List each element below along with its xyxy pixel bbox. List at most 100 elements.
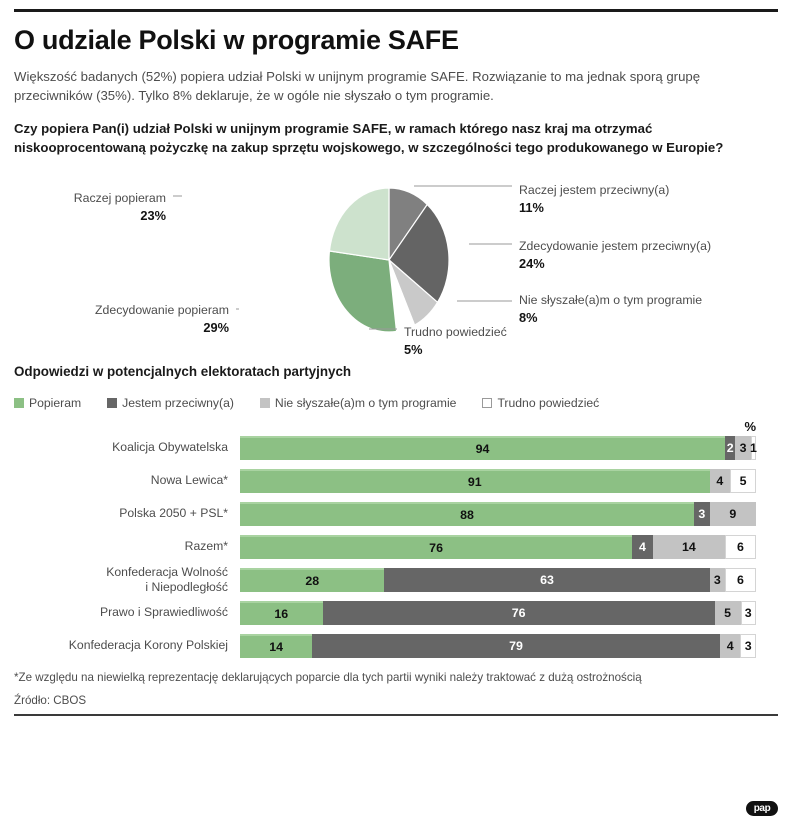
legend-item-przeciwny: Jestem przeciwny(a): [107, 396, 234, 410]
bar-segment-value: 94: [475, 441, 490, 456]
legend-swatch-icon: [259, 397, 270, 408]
bar-segment: 4: [719, 633, 741, 658]
bar-row-label: Konfederacja Korony Polskiej: [68, 638, 228, 653]
bar-segment-value: 5: [739, 473, 747, 488]
percent-symbol: %: [744, 418, 756, 434]
bar-segment-value: 4: [716, 473, 724, 488]
legend-label: Trudno powiedzieć: [497, 395, 600, 410]
pie-slice-label: Raczej jestem przeciwny(a) 11%: [519, 182, 669, 217]
bar-segment-value: 76: [429, 540, 443, 555]
bar-segment-value: 1: [749, 440, 757, 455]
pie-label-value: 23%: [140, 207, 166, 223]
bar-segment-value: 4: [726, 638, 734, 653]
bar-segment: 6: [725, 534, 756, 559]
pie-label-text: Nie słyszałe(a)m o tym programie: [519, 292, 703, 307]
bar-segment-value: 3: [698, 506, 706, 521]
pie-label-value: 29%: [203, 319, 229, 335]
pie-label-value: 8%: [519, 309, 538, 325]
percent-axis-label: %: [14, 419, 778, 434]
bar-segment: 3: [709, 567, 726, 592]
bar-row: Razem* 76 4 14 6: [14, 534, 778, 560]
legend-swatch-icon: [14, 397, 24, 408]
bar-row-label: Nowa Lewica*: [150, 473, 228, 488]
bar-segment-value: 3: [713, 572, 721, 587]
bar-row-label: Prawo i Sprawiedliwość: [99, 605, 228, 620]
footnote: *Ze względu na niewielką reprezentację d…: [14, 670, 642, 684]
bar-segment-value: 9: [729, 506, 737, 521]
pie-slice: [328, 186, 390, 261]
pie-slice: [388, 203, 450, 303]
bar-segment-value: 14: [269, 639, 284, 654]
pie-label-text: Zdecydowanie popieram: [95, 302, 229, 317]
bar-segment: 76: [322, 600, 715, 625]
legend-label: Jestem przeciwny(a): [122, 395, 234, 410]
bar-segment: 88: [240, 501, 695, 526]
bar-segment-value: 6: [737, 572, 744, 587]
bar-row: Polska 2050 + PSL* 88 3 9: [14, 501, 778, 527]
bar-track: 76 4 14 6: [240, 534, 756, 559]
bar-segment: 63: [384, 567, 710, 592]
bar-segment: 14: [652, 534, 726, 559]
pie-label-text: Raczej popieram: [73, 190, 166, 205]
bar-segment: 28: [240, 567, 385, 592]
bar-segment: 16: [240, 600, 323, 625]
bar-track: 14 79 4 3: [240, 633, 756, 658]
bar-segment: 6: [725, 567, 756, 592]
bar-row-label: Polska 2050 + PSL*: [119, 506, 228, 521]
bar-segment: 2: [725, 435, 736, 460]
bar-track: 94 2 3 1: [240, 435, 757, 460]
bar-row: Nowa Lewica* 91 4 5: [14, 468, 778, 494]
pie-slice-label: Nie słyszałe(a)m o tym programie 8%: [519, 292, 702, 327]
bar-segment-value: 3: [744, 638, 752, 653]
bar-segment: 76: [240, 534, 633, 559]
pie-slice-label: Trudno powiedzieć 5%: [404, 324, 507, 359]
legend-label: Nie słyszałe(a)m o tym programie: [274, 395, 457, 410]
bar-segment: 4: [632, 534, 653, 559]
bar-track: 88 3 9: [240, 501, 756, 526]
bar-row: Konfederacja Korony Polskiej 14 79 4 3: [14, 633, 778, 659]
page-title: O udziale Polski w programie SAFE: [14, 25, 459, 55]
pie-chart: [173, 185, 512, 333]
bar-segment: 94: [240, 435, 726, 460]
pie-label-value: 11%: [519, 199, 544, 215]
pie-chart-block: Raczej jestem przeciwny(a) 11% Zdecydowani…: [14, 164, 778, 362]
infographic-page: O udziale Polski w programie SAFE Większ…: [0, 9, 792, 830]
bar-row-label: Koalicja Obywatelska: [112, 440, 228, 455]
bar-track: 91 4 5: [240, 468, 756, 493]
bar-segment: 3: [740, 600, 756, 625]
bar-segment: 3: [694, 501, 710, 526]
pie-label-text: Raczej jestem przeciwny(a): [519, 182, 670, 197]
pap-logo: pap: [746, 801, 778, 816]
bar-segment-value: 6: [737, 539, 744, 554]
bar-track: 28 63 3 6: [240, 567, 756, 592]
bar-chart-legend: Popieram Jestem przeciwny(a) Nie słyszał…: [14, 396, 778, 410]
bar-segment: 5: [730, 468, 756, 493]
bar-segment-value: 28: [305, 573, 320, 588]
bar-segment: 3: [740, 633, 756, 658]
section-heading: Odpowiedzi w potencjalnych elektoratach …: [14, 363, 352, 379]
bar-segment-value: 14: [682, 539, 696, 554]
pie-label-text: Trudno powiedzieć: [404, 324, 507, 339]
bar-segment: 3: [735, 435, 751, 460]
pie-slice-label: Zdecydowanie jestem przeciwny(a) 24%: [519, 238, 711, 273]
legend-item-popieram: Popieram: [14, 396, 81, 410]
lede-paragraph: Większość badanych (52%) popiera udział …: [14, 69, 701, 104]
pie-slice-label: Raczej popieram 23%: [74, 190, 166, 225]
legend-item-nie-slyszalem: Nie słyszałe(a)m o tym programie: [259, 395, 457, 410]
pie-label-text: Zdecydowanie jestem przeciwny(a): [519, 238, 712, 253]
pie-label-value: 5%: [404, 341, 423, 357]
legend-item-trudno-powiedziec: Trudno powiedzieć: [482, 396, 599, 410]
survey-question: Czy popiera Pan(i) udział Polski w unijn…: [14, 121, 724, 156]
bar-segment: 79: [312, 633, 720, 658]
pie-label-value: 24%: [519, 255, 545, 271]
bar-segment: 14: [240, 633, 313, 658]
bar-segment-value: 88: [460, 507, 474, 522]
stacked-bar-chart: Koalicja Obywatelska 94 2 3 1 Nowa Lewica* 91 4…: [14, 435, 778, 659]
bar-segment-value: 4: [639, 539, 646, 554]
bar-segment-value: 5: [724, 605, 732, 620]
bar-segment-value: 79: [509, 638, 523, 653]
bar-track: 16 76 5 3: [240, 600, 756, 625]
bar-segment: 1: [749, 435, 757, 460]
pie-slice: [328, 249, 398, 333]
legend-label: Popieram: [29, 395, 82, 410]
